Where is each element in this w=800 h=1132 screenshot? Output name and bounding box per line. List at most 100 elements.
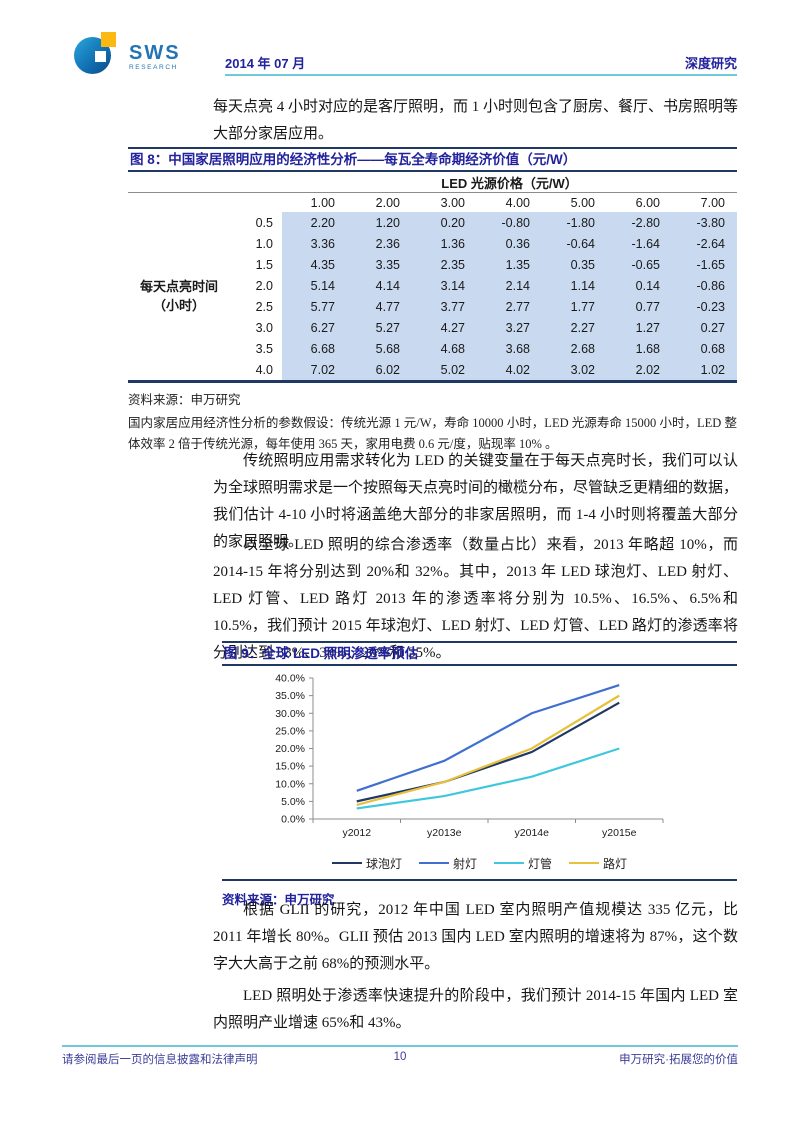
table-cell: -1.64 — [607, 233, 672, 254]
table-cell: 2.77 — [477, 296, 542, 317]
col-header-row: 1.00 2.00 3.00 4.00 5.00 6.00 7.00 — [128, 193, 737, 213]
table-cell: 5.27 — [347, 317, 412, 338]
table-cell: 0.14 — [607, 275, 672, 296]
col-header: 4.00 — [505, 195, 530, 210]
page-number: 10 — [393, 1051, 407, 1063]
chart-tick-label: 0.0% — [281, 814, 305, 826]
col-header: 5.00 — [570, 195, 595, 210]
sws-logo: SWS RESEARCH — [74, 32, 181, 80]
row-hours-label: 1.5 — [255, 257, 273, 272]
table-cell: 2.20 — [282, 212, 347, 233]
row-hours-label: 3.0 — [255, 320, 273, 335]
table-cell: 5.68 — [347, 338, 412, 359]
figure9-block: 图 9：全球 LED 照明渗透率预估 0.0% 5.0% 10.0% 15.0% 20.… — [222, 641, 737, 908]
chart-legend: 球泡灯 射灯 灯管 路灯 — [222, 853, 737, 873]
body-paragraph-4: 根据 GLII 的研究，2012 年中国 LED 室内照明产值规模达 335 亿… — [213, 902, 738, 972]
economics-table: LED 光源价格（元/W） 1.00 2.00 3.00 4.00 5.00 6.00 7.… — [128, 172, 737, 383]
chart-tick-label: 5.0% — [281, 796, 305, 808]
chart-series-球泡灯 — [356, 701, 620, 803]
chart-tick-label: 40.0% — [275, 673, 305, 685]
row-hours-label: 1.0 — [255, 236, 273, 251]
body-paragraph-1: 每天点亮 4 小时对应的是客厅照明，而 1 小时则包含了厨房、餐厅、书房照明等大… — [213, 99, 739, 142]
table-cell: 4.02 — [477, 359, 542, 382]
legend-label: 射灯 — [452, 856, 477, 871]
table-cell: 4.14 — [347, 275, 412, 296]
table-cell: 1.77 — [542, 296, 607, 317]
table-cell: 3.35 — [347, 254, 412, 275]
legend-swatch — [331, 861, 362, 865]
chart-tick-label: 20.0% — [275, 743, 305, 755]
table-row: 3.0 6.27 5.27 4.27 3.27 2.27 1.27 0.27 — [128, 317, 737, 338]
chart-tick-label: y2015e — [602, 827, 637, 839]
chart-series-路灯 — [356, 694, 620, 806]
table-row: 1.5 4.35 3.35 2.35 1.35 0.35 -0.65 -1.65 — [128, 254, 737, 275]
table-cell: 0.35 — [542, 254, 607, 275]
col-header: 2.00 — [375, 195, 400, 210]
legend-item: 路灯 — [569, 855, 627, 872]
chart-tick-label: 25.0% — [275, 725, 305, 737]
body-paragraph-5: LED 照明处于渗透率快速提升的阶段中，我们预计 2014-15 年国内 LED… — [213, 988, 738, 1031]
table-cell: 3.27 — [477, 317, 542, 338]
legend-swatch — [569, 861, 600, 865]
table-cell: -0.23 — [672, 296, 737, 317]
col-header: 3.00 — [440, 195, 465, 210]
table-row: 2.5 5.77 4.77 3.77 2.77 1.77 0.77 -0.23 — [128, 296, 737, 317]
footer-disclaimer: 请参阅最后一页的信息披露和法律声明 — [62, 1054, 258, 1066]
figure8-title: 图 8：中国家居照明应用的经济性分析——每瓦全寿命期经济价值（元/W） — [128, 147, 737, 172]
row-hours-label: 2.5 — [255, 299, 273, 314]
table-cell: 5.14 — [282, 275, 347, 296]
col-header: 6.00 — [635, 195, 660, 210]
table-cell: 1.20 — [347, 212, 412, 233]
chart-tick-label: 15.0% — [275, 761, 305, 773]
chart-tick-label: y2012 — [342, 827, 371, 839]
table-cell: -0.65 — [607, 254, 672, 275]
logo-brand-sub: RESEARCH — [129, 64, 178, 71]
table-cell: 5.02 — [412, 359, 477, 382]
table-row: 每天点亮时间 （小时） 0.5 2.20 1.20 0.20 -0.80 -1.80 -2.80… — [128, 212, 737, 313]
legend-swatch — [418, 861, 449, 865]
legend-label: 球泡灯 — [365, 856, 402, 871]
table-cell: 6.68 — [282, 338, 347, 359]
empty-cell — [230, 193, 282, 213]
col-header: 7.00 — [700, 195, 725, 210]
row-hours-label: 3.5 — [255, 341, 273, 356]
table-col-group-header: LED 光源价格（元/W） — [282, 172, 737, 193]
figure9-title: 图 9：全球 LED 照明渗透率预估 — [222, 641, 737, 666]
table-cell: -2.80 — [607, 212, 672, 233]
report-date: 2014 年 07 月 — [225, 56, 306, 71]
row-group-header: 每天点亮时间 （小时） — [139, 279, 218, 313]
chart-tick-label: 35.0% — [275, 690, 305, 702]
table-cell: 1.27 — [607, 317, 672, 338]
body-paragraph-3: 以全球 LED 照明的综合渗透率（数量占比）来看，2013 年略超 10%，而 … — [213, 537, 738, 661]
table-cell: 3.68 — [477, 338, 542, 359]
header-divider — [225, 74, 737, 76]
table-cell: 3.14 — [412, 275, 477, 296]
table-cell: -0.86 — [672, 275, 737, 296]
penetration-chart-svg: 0.0% 5.0% 10.0% 15.0% 20.0% 25.0% 30.0% 35.0% 40… — [275, 673, 664, 839]
table-cell: 3.02 — [542, 359, 607, 382]
legend-item: 球泡灯 — [331, 855, 402, 872]
logo-notch-icon — [95, 51, 106, 62]
table-cell: -0.64 — [542, 233, 607, 254]
figure9-source: 资料来源：申万研究 — [222, 893, 335, 907]
figure8-note: 国内家居应用经济性分析的参数假设：传统光源 1 元/W，寿命 10000 小时，… — [128, 416, 737, 451]
table-row: 4.0 7.02 6.02 5.02 4.02 3.02 2.02 1.02 — [128, 359, 737, 382]
table-cell: 0.77 — [607, 296, 672, 317]
economics-table-body: 每天点亮时间 （小时） 0.5 2.20 1.20 0.20 -0.80 -1.80 -2.80… — [128, 212, 737, 382]
table-cell: 4.35 — [282, 254, 347, 275]
chart-tick-label: 30.0% — [275, 708, 305, 720]
table-cell: 1.02 — [672, 359, 737, 382]
table-cell: 2.27 — [542, 317, 607, 338]
table-cell: -1.65 — [672, 254, 737, 275]
table-cell: 2.02 — [607, 359, 672, 382]
table-cell: 0.68 — [672, 338, 737, 359]
body-paragraph-2: 传统照明应用需求转化为 LED 的关键变量在于每天点亮时长，我们可以认为全球照明… — [213, 453, 739, 550]
table-cell: 6.02 — [347, 359, 412, 382]
row-hours-label: 2.0 — [255, 278, 273, 293]
table-cell: 2.36 — [347, 233, 412, 254]
figure9-bottom-rule — [222, 879, 737, 881]
chart-area: 0.0% 5.0% 10.0% 15.0% 20.0% 25.0% 30.0% 35.0% 40… — [222, 666, 737, 853]
table-cell: 2.68 — [542, 338, 607, 359]
table-row: 2.0 5.14 4.14 3.14 2.14 1.14 0.14 -0.86 — [128, 275, 737, 296]
chart-tick-label: 10.0% — [275, 778, 305, 790]
